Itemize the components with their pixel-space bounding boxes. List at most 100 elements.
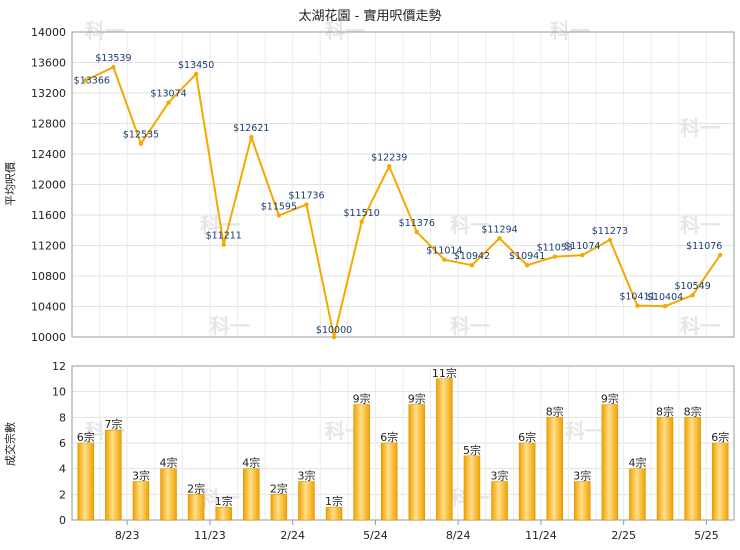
count-bar — [491, 481, 508, 521]
price-point — [304, 202, 309, 207]
x-tick-label: 8/23 — [115, 529, 140, 542]
price-data-label: $12535 — [123, 130, 159, 141]
count-tick-label: 10 — [52, 386, 66, 399]
price-data-label: $10411 — [619, 292, 655, 303]
count-bar — [160, 468, 177, 521]
price-point — [469, 262, 475, 268]
price-point — [552, 254, 557, 259]
watermark-text: 科一 — [680, 116, 720, 140]
count-bar-label: 6宗 — [711, 430, 729, 444]
watermark-text: 科一 — [210, 314, 250, 338]
count-tick-label: 4 — [59, 463, 66, 476]
price-tick-label: 12000 — [31, 179, 66, 192]
count-bar-label: 4宗 — [628, 456, 646, 470]
count-bar — [353, 404, 370, 521]
price-point — [635, 303, 640, 308]
price-data-label: $11294 — [481, 224, 517, 235]
count-bar-label: 2宗 — [187, 481, 205, 495]
count-bar — [187, 494, 205, 521]
count-bar-label: 9宗 — [601, 392, 619, 406]
x-tick-label: 2/24 — [280, 529, 305, 542]
price-data-label: $13539 — [95, 53, 131, 64]
watermark-text: 科一 — [680, 213, 720, 237]
watermark-text: 科一 — [325, 19, 365, 43]
count-bar-label: 9宗 — [353, 392, 371, 406]
watermark-text: 科一 — [450, 213, 490, 237]
count-bar-label: 7宗 — [104, 417, 122, 431]
x-tick-label: 5/24 — [363, 529, 388, 542]
price-data-label: $13450 — [178, 60, 214, 71]
count-bar-label: 3宗 — [132, 469, 150, 483]
price-point — [442, 257, 447, 262]
count-bar-label: 6宗 — [77, 430, 95, 444]
count-bar — [105, 429, 122, 521]
watermark-text: 科一 — [85, 19, 125, 43]
price-tick-label: 14000 — [31, 26, 66, 39]
count-bars: 6宗 7宗 3宗 4宗 2宗 1宗 4宗 2宗 3宗 1宗 9宗 6宗 9宗 11宗 5宗 3宗 6宗 8宗 3宗 9… — [77, 366, 729, 521]
price-point — [359, 219, 364, 225]
count-tick-label: 0 — [59, 514, 66, 527]
count-bar — [243, 468, 260, 521]
price-data-label: $13074 — [150, 89, 186, 100]
price-data-label: $10404 — [647, 292, 683, 303]
count-bar-label: 3宗 — [297, 469, 315, 483]
price-point — [580, 252, 585, 258]
price-data-label: $11014 — [426, 246, 462, 257]
price-data-label: $11736 — [288, 191, 324, 202]
count-bar — [380, 442, 398, 521]
x-tick-label: 5/25 — [694, 529, 719, 542]
count-bar — [711, 442, 729, 521]
price-data-label: $11273 — [592, 226, 628, 237]
price-point — [524, 263, 530, 268]
count-axis-label: 成交宗數 — [3, 422, 17, 466]
count-tick-label: 2 — [59, 488, 66, 501]
price-data-label: $11053 — [537, 243, 573, 254]
count-bar-label: 5宗 — [463, 443, 481, 457]
price-grid: 10000 10400 10800 11200 11600 12000 12400 12800… — [31, 26, 735, 344]
price-data-label: $11510 — [343, 208, 379, 219]
count-bar — [215, 506, 232, 521]
price-tick-label: 12400 — [31, 148, 66, 161]
price-point — [718, 252, 723, 258]
count-tick-label: 6 — [59, 437, 66, 450]
count-bar-label: 6宗 — [518, 430, 536, 444]
price-point — [276, 213, 282, 218]
watermark-text: 科一 — [565, 419, 605, 443]
price-data-label: $10941 — [509, 251, 545, 262]
x-tick-label: 11/24 — [525, 529, 557, 542]
x-tick-label: 8/24 — [446, 529, 471, 542]
count-plot-frame — [71, 365, 735, 521]
count-bar-label: 6宗 — [380, 430, 398, 444]
price-tick-label: 13600 — [31, 57, 66, 70]
price-tick-label: 13200 — [31, 87, 66, 100]
count-bar-label: 9宗 — [408, 392, 426, 406]
count-bar-label: 3宗 — [491, 469, 509, 483]
count-bar-label: 2宗 — [270, 481, 288, 495]
price-tick-label: 12800 — [31, 118, 66, 131]
count-bar — [408, 404, 426, 521]
count-bar — [77, 442, 95, 521]
price-data-label: $10942 — [454, 251, 490, 262]
price-data-label: $11076 — [686, 241, 722, 252]
count-bar — [463, 455, 481, 521]
price-tick-label: 10400 — [31, 301, 66, 314]
count-bar-label: 3宗 — [573, 469, 591, 483]
price-data-label: $11376 — [399, 218, 435, 229]
price-point — [166, 100, 171, 105]
price-axis-label: 平均呎價 — [3, 162, 17, 206]
price-point — [249, 134, 254, 140]
price-data-label: $12621 — [233, 123, 269, 134]
count-bar — [601, 404, 619, 521]
count-bar — [298, 481, 315, 521]
watermark-text: 科一 — [200, 486, 240, 510]
price-data-label: $10549 — [674, 281, 710, 292]
x-tick-label: 2/25 — [611, 529, 636, 542]
price-data-label: $12239 — [371, 152, 407, 163]
count-bar — [684, 417, 701, 521]
count-bar — [132, 481, 150, 521]
watermark-text: 科一 — [680, 314, 720, 338]
count-bar — [574, 481, 591, 521]
count-bar-label: 1宗 — [215, 494, 233, 508]
price-point — [193, 71, 199, 77]
